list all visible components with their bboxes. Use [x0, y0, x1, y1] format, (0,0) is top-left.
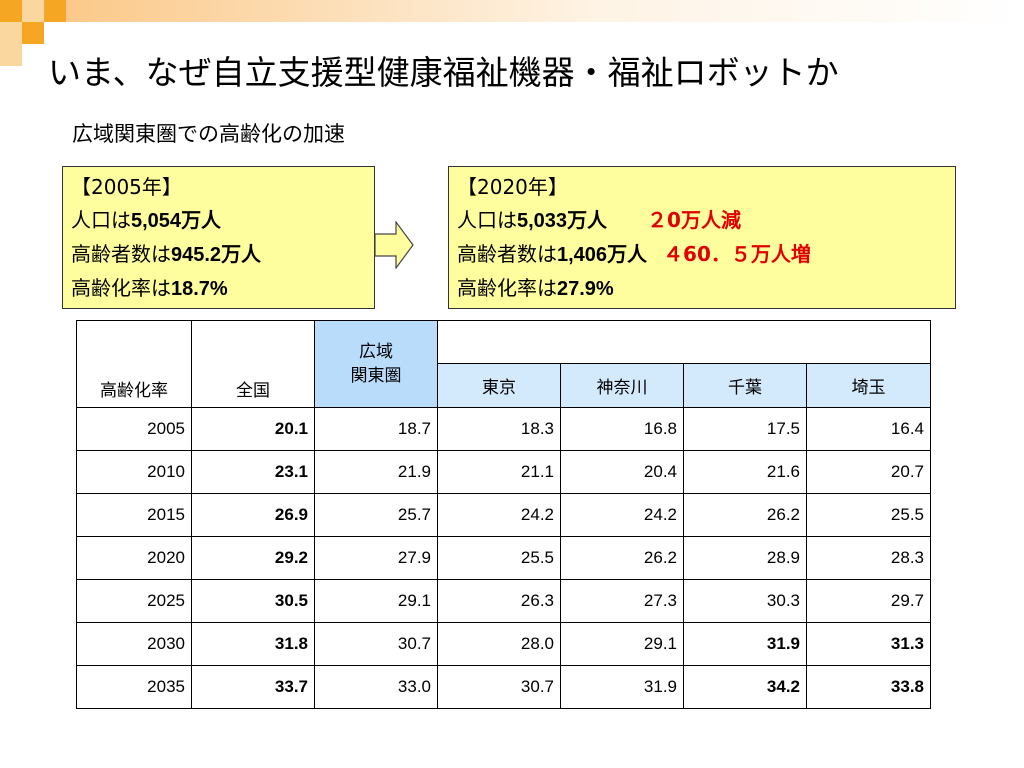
cell-kanto: 29.1	[314, 579, 438, 623]
decor-square	[0, 0, 22, 22]
elderly-change: ４60．５万人増	[663, 242, 811, 266]
cell-saitama: 16.4	[806, 407, 931, 451]
box-2020-elderly: 高齢者数は1,406万人 ４60．５万人増	[457, 242, 811, 266]
cell-tokyo: 21.1	[437, 450, 561, 494]
cell-saitama: 31.3	[806, 622, 931, 666]
cell-kanto: 33.0	[314, 665, 438, 709]
cell-chiba: 30.3	[683, 579, 807, 623]
cell-national: 29.2	[191, 536, 315, 580]
header-chiba: 千葉	[683, 363, 807, 408]
header-kanagawa: 神奈川	[560, 363, 684, 408]
slide-subtitle: 広域関東圏での高齢化の加速	[72, 122, 345, 146]
box-2020: 【2020年】 人口は5,033万人 ２0万人減 高齢者数は1,406万人 ４60．…	[448, 166, 956, 309]
cell-year: 2035	[76, 665, 192, 709]
cell-kanto: 25.7	[314, 493, 438, 537]
box-2005-elderly: 高齢者数は945.2万人	[71, 242, 262, 266]
slide-title: いま、なぜ自立支援型健康福祉機器・福祉ロボットか	[48, 53, 839, 92]
cell-kanto: 18.7	[314, 407, 438, 451]
cell-year: 2010	[76, 450, 192, 494]
cell-kanagawa: 24.2	[560, 493, 684, 537]
cell-year: 2005	[76, 407, 192, 451]
box-2005-population: 人口は5,054万人	[71, 208, 222, 232]
cell-chiba: 31.9	[683, 622, 807, 666]
table-row: 2035 33.7 33.0 30.7 31.9 34.2 33.8	[76, 665, 931, 709]
aging-rate-table: 高齢化率 全国 広域 関東圏 東京 神奈川 千葉 埼玉 2005 20.1 18.…	[76, 320, 931, 709]
header-tokyo: 東京	[437, 363, 561, 408]
cell-year: 2025	[76, 579, 192, 623]
cell-tokyo: 26.3	[437, 579, 561, 623]
decor-square	[22, 0, 44, 22]
box-2020-heading: 【2020年】	[457, 175, 568, 199]
cell-kanagawa: 29.1	[560, 622, 684, 666]
cell-chiba: 17.5	[683, 407, 807, 451]
cell-tokyo: 30.7	[437, 665, 561, 709]
header-rate: 高齢化率	[76, 320, 192, 408]
box-2020-population: 人口は5,033万人 ２0万人減	[457, 208, 741, 232]
box-2005-heading: 【2005年】	[71, 175, 182, 199]
cell-year: 2015	[76, 493, 192, 537]
cell-year: 2030	[76, 622, 192, 666]
cell-saitama: 28.3	[806, 536, 931, 580]
table-row: 2020 29.2 27.9 25.5 26.2 28.9 28.3	[76, 536, 931, 580]
decor-square	[0, 22, 22, 44]
cell-saitama: 20.7	[806, 450, 931, 494]
population-change: ２0万人減	[647, 208, 741, 232]
table-row: 2005 20.1 18.7 18.3 16.8 17.5 16.4	[76, 407, 931, 451]
cell-kanagawa: 26.2	[560, 536, 684, 580]
cell-tokyo: 28.0	[437, 622, 561, 666]
cell-kanagawa: 31.9	[560, 665, 684, 709]
cell-kanto: 27.9	[314, 536, 438, 580]
header-saitama: 埼玉	[806, 363, 931, 408]
table-row: 2025 30.5 29.1 26.3 27.3 30.3 29.7	[76, 579, 931, 623]
box-2005-rate: 高齢化率は18.7%	[71, 276, 228, 300]
cell-tokyo: 24.2	[437, 493, 561, 537]
cell-national: 31.8	[191, 622, 315, 666]
table-row: 2015 26.9 25.7 24.2 24.2 26.2 25.5	[76, 493, 931, 537]
header-national: 全国	[191, 320, 315, 408]
cell-national: 23.1	[191, 450, 315, 494]
cell-saitama: 29.7	[806, 579, 931, 623]
box-2005: 【2005年】 人口は5,054万人 高齢者数は945.2万人 高齢化率は18.…	[62, 166, 375, 309]
cell-year: 2020	[76, 536, 192, 580]
table-row: 2030 31.8 30.7 28.0 29.1 31.9 31.3	[76, 622, 931, 666]
cell-chiba: 26.2	[683, 493, 807, 537]
cell-kanagawa: 27.3	[560, 579, 684, 623]
header-bar	[66, 0, 1024, 22]
cell-saitama: 25.5	[806, 493, 931, 537]
cell-national: 30.5	[191, 579, 315, 623]
cell-kanto: 30.7	[314, 622, 438, 666]
decor-square	[22, 22, 44, 44]
cell-kanto: 21.9	[314, 450, 438, 494]
cell-national: 20.1	[191, 407, 315, 451]
box-2020-rate: 高齢化率は27.9%	[457, 276, 614, 300]
cell-tokyo: 18.3	[437, 407, 561, 451]
cell-chiba: 34.2	[683, 665, 807, 709]
right-arrow-icon	[374, 221, 414, 269]
cell-tokyo: 25.5	[437, 536, 561, 580]
decor-square	[0, 44, 22, 66]
cell-chiba: 21.6	[683, 450, 807, 494]
cell-kanagawa: 20.4	[560, 450, 684, 494]
cell-chiba: 28.9	[683, 536, 807, 580]
cell-kanagawa: 16.8	[560, 407, 684, 451]
cell-saitama: 33.8	[806, 665, 931, 709]
cell-national: 26.9	[191, 493, 315, 537]
cell-national: 33.7	[191, 665, 315, 709]
table-row: 2010 23.1 21.9 21.1 20.4 21.6 20.7	[76, 450, 931, 494]
decor-square	[44, 0, 66, 22]
header-kanto: 広域 関東圏	[314, 320, 438, 408]
header-spacer	[437, 320, 931, 364]
